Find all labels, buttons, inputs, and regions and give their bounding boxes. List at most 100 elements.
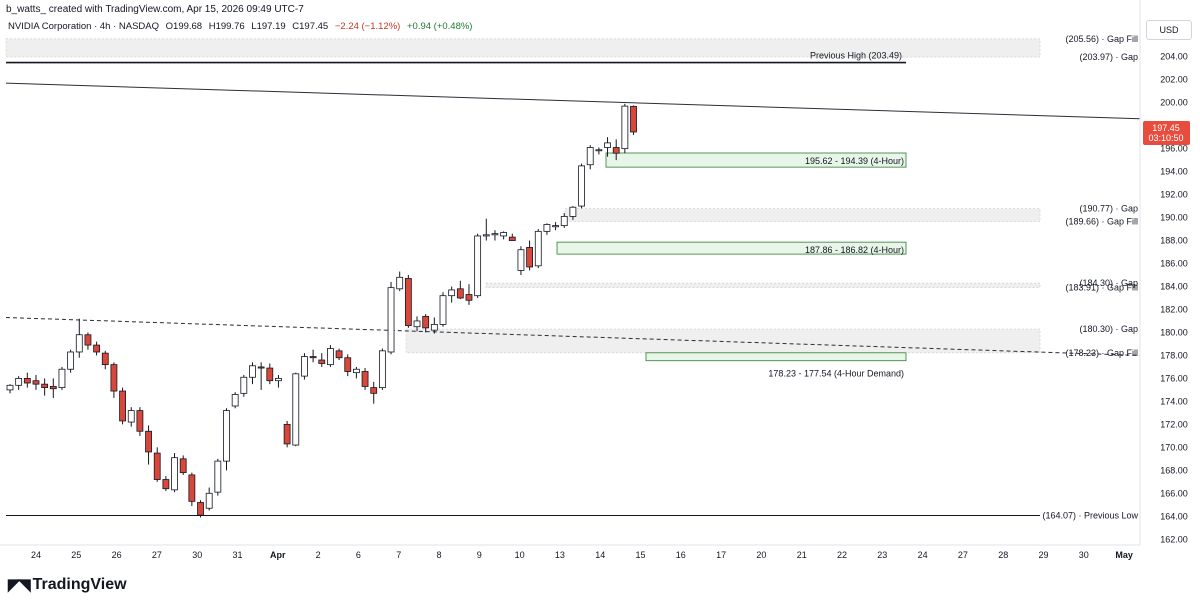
time-tick-label: 7 (396, 550, 401, 560)
time-tick-label: 30 (192, 550, 202, 560)
candle-body (145, 430, 152, 453)
candle-up (474, 233, 482, 298)
level-label: (203.97) · Gap (1079, 52, 1138, 62)
candle-body (49, 386, 57, 390)
candle-up (578, 163, 585, 209)
candle-body (41, 383, 49, 389)
candle-down (456, 280, 464, 300)
price-axis[interactable]: 162.00 164.00 166.00 168.00 170.00 172.00 174.… (1139, 0, 1188, 545)
demand-zone (605, 152, 907, 168)
candle-up (448, 286, 456, 303)
candle-down (465, 284, 473, 305)
candle-body (84, 334, 92, 346)
candle-body (58, 368, 66, 389)
candle-down (49, 378, 57, 398)
candle-up (560, 212, 568, 228)
candle-down (119, 387, 126, 425)
candle-body (387, 287, 395, 353)
candle-body (526, 247, 533, 268)
time-tick-label: 9 (477, 550, 482, 560)
time-tick-label: 30 (1079, 550, 1089, 560)
candle-up (482, 218, 490, 241)
candle-up (231, 392, 239, 409)
time-tick-label: 22 (837, 550, 847, 560)
candle-up (439, 292, 447, 327)
candle-up (413, 316, 421, 332)
time-tick-label: 13 (555, 550, 565, 560)
time-tick-label: 16 (676, 550, 686, 560)
candle-down (283, 420, 291, 448)
candle-body (318, 359, 326, 364)
level-label: (183.91) · Gap Fill (1065, 283, 1138, 293)
time-tick-label: 17 (716, 550, 726, 560)
candle-body (604, 142, 611, 148)
candle-up (15, 376, 23, 390)
candle-body (456, 288, 464, 299)
price-tick-label: 184.00 (1160, 282, 1188, 292)
price-tick-label: 188.00 (1160, 236, 1188, 246)
time-tick-label: 20 (756, 550, 766, 560)
price-tick-label: 164.00 (1160, 511, 1188, 521)
candle-body (110, 364, 118, 392)
time-tick-label: 28 (998, 550, 1008, 560)
candle-body (378, 350, 386, 389)
price-tick-label: 166.00 (1160, 488, 1188, 498)
candle-down (145, 425, 152, 465)
candle-body (101, 352, 109, 366)
last-price-value: 197.45 (1152, 123, 1180, 133)
candle-body (370, 387, 378, 394)
candle-up (292, 372, 300, 447)
candle-up (586, 145, 594, 170)
tradingview-mark-icon: ◤◥ (8, 577, 31, 594)
demand-zones (556, 152, 907, 362)
candle-body (448, 289, 456, 297)
candle-down (370, 381, 378, 404)
time-tick-label: 26 (112, 550, 122, 560)
candle-body (569, 206, 577, 217)
candle-up (240, 374, 248, 397)
candle-down (318, 353, 326, 367)
candle-body (249, 365, 256, 378)
time-tick-label: Apr (270, 550, 286, 560)
tradingview-logo[interactable]: ◤◥ TradingView (8, 574, 127, 596)
candle-body (500, 232, 508, 237)
candle-down (41, 378, 49, 396)
candle-down (404, 275, 412, 328)
time-tick-label: 27 (958, 550, 968, 560)
candle-body (396, 276, 404, 290)
chart-attribution: b_watts_ created with TradingView.com, A… (6, 4, 304, 15)
demand-zone (645, 352, 907, 362)
price-tick-label: 176.00 (1160, 373, 1188, 383)
candle-down (508, 233, 516, 241)
time-axis[interactable]: 24 25 26 27 30 31 Apr 2 6 7 8 9 10 13 14 15 16 17 20 21 22 23… (0, 544, 1140, 560)
legend-open: O199.68 (165, 21, 203, 32)
level-label: (164.07) · Previous Low (1042, 510, 1138, 520)
candle-up (543, 223, 551, 235)
candle-down (84, 332, 92, 350)
time-tick-label: 21 (797, 550, 807, 560)
zone-label: 187.86 - 186.82 (4-Hour) (805, 245, 904, 255)
candle-body (275, 378, 282, 382)
candle-body (630, 105, 637, 133)
symbol-legend: NVIDIA Corporation · 4h · NASDAQ O199.68… (8, 21, 476, 32)
candle-body (465, 294, 473, 301)
currency-button[interactable]: USD (1146, 20, 1192, 40)
time-tick-label: 27 (152, 550, 162, 560)
candle-up (595, 147, 603, 155)
symbol-title[interactable]: NVIDIA Corporation · 4h · NASDAQ (8, 21, 159, 32)
candle-body (119, 390, 126, 422)
price-tick-label: 192.00 (1160, 190, 1188, 200)
candle-down (101, 350, 109, 370)
candle-down (344, 354, 352, 377)
candle-body (404, 278, 412, 326)
candle-up (301, 353, 308, 380)
candle-up (275, 374, 282, 388)
candle-body (621, 105, 629, 150)
candle-body (32, 380, 40, 385)
time-tick-label: 23 (877, 550, 887, 560)
candle-up (352, 366, 360, 379)
candle-body (23, 378, 31, 384)
candle-body (67, 351, 75, 370)
price-tick-label: 202.00 (1160, 75, 1188, 85)
